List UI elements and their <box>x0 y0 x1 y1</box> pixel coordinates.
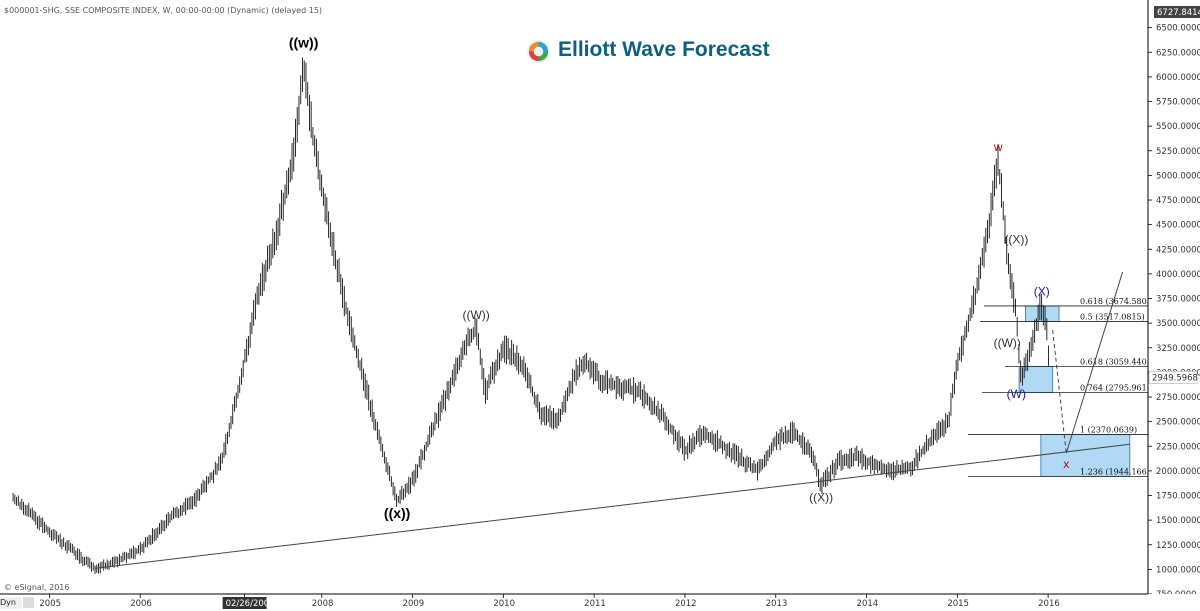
fib-label-2: 0.618 (3059.4405) <box>1080 358 1155 367</box>
y-tick-label-18: 2000.0000 <box>1156 467 1200 477</box>
y-tick-label-15: 2750.0000 <box>1156 393 1200 403</box>
elliott-wave-logo-icon <box>526 39 551 64</box>
x-tick-label-6: 2011 <box>584 599 606 609</box>
y-tick-label-16: 2500.0000 <box>1156 418 1200 428</box>
wave-label-3: ((X)) <box>809 490 833 504</box>
copyright-text: © eSignal, 2016 <box>4 583 70 592</box>
target-zone-lower <box>1040 434 1131 477</box>
symbol-header: $000001-SHG, SSE COMPOSITE INDEX, W, 00:… <box>4 6 323 15</box>
y-tick-label-3: 5750.0000 <box>1156 98 1200 108</box>
fib-label-4: 1 (2370.0639) <box>1080 425 1137 434</box>
fib-label-0: 0.618 (3674.5803) <box>1080 297 1155 306</box>
target-zone-mid <box>1018 366 1054 393</box>
x-tick-label-4: 2009 <box>403 599 425 609</box>
last-value-label: 6727.8414 <box>1157 8 1200 18</box>
wave-label-0: ((w)) <box>289 34 319 50</box>
x-tick-label-2: 02/26/2007 <box>226 599 275 609</box>
wave-label-9: x <box>1063 457 1069 471</box>
y-axis: 6500.0000 6250.0000 6000.0000 5750.0000 5500… <box>1147 0 1200 611</box>
wave-label-8: (W) <box>1007 387 1026 401</box>
x-tick-label-11: 2016 <box>1038 599 1060 609</box>
current-price-badge <box>1148 371 1198 384</box>
x-tick-label-10: 2015 <box>947 599 969 609</box>
wave-label-5: ((X)) <box>1004 232 1028 246</box>
wave-labels: ((w)) ((x)) ((W)) ((X)) w ((X)) ((W)) (X) (W) x <box>289 34 1069 521</box>
wave-label-6: ((W)) <box>994 336 1021 350</box>
y-tick-label-22: 1000.0000 <box>1156 565 1200 575</box>
x-axis: 2005 2006 02/26/2007 2008 2009 2010 2011 2012 20… <box>0 593 1200 611</box>
y-tick-label-13: 3250.0000 <box>1156 344 1200 354</box>
wave-label-2: ((W)) <box>462 308 489 322</box>
y-tick-label-9: 4250.0000 <box>1156 245 1200 255</box>
y-tick-label-2: 6000.0000 <box>1156 73 1200 83</box>
x-tick-label-9: 2014 <box>857 599 879 609</box>
fib-levels: 0.618 (3674.5803) 0.5 (3517.0815) 0.618 (3… <box>968 297 1155 477</box>
brand-name: Elliott Wave Forecast <box>558 38 770 61</box>
last-value-badge <box>1154 6 1200 18</box>
y-tick-label-5: 5250.0000 <box>1156 147 1200 157</box>
wave-label-7: (X) <box>1034 285 1050 299</box>
wave-label-4: w <box>993 140 1003 154</box>
support-trendline <box>94 443 1130 569</box>
x-tick-label-5: 2010 <box>493 599 515 609</box>
x-tick-label-0: 2005 <box>39 599 61 609</box>
scale-toggle-button[interactable] <box>23 597 34 608</box>
x-cursor-badge <box>222 597 267 609</box>
y-tick-label-19: 1750.0000 <box>1156 492 1200 502</box>
fib-label-3: 0.764 (2795.9615) <box>1080 383 1155 392</box>
x-tick-label-7: 2012 <box>675 599 697 609</box>
dyn-button[interactable]: Dyn <box>0 597 22 609</box>
y-tick-label-6: 5000.0000 <box>1156 171 1200 181</box>
price-bars <box>12 57 1050 574</box>
projection-up-line <box>1065 271 1124 454</box>
target-zone-upper <box>1025 305 1060 322</box>
x-tick-label-8: 2013 <box>766 599 788 609</box>
x-axis-panel <box>0 594 1200 611</box>
y-tick-label-4: 5500.0000 <box>1156 122 1200 132</box>
y-tick-label-11: 3750.0000 <box>1156 295 1200 305</box>
y-tick-label-20: 1500.0000 <box>1156 516 1200 526</box>
y-tick-label-7: 4750.0000 <box>1156 196 1200 206</box>
y-tick-label-21: 1250.0000 <box>1156 541 1200 551</box>
y-tick-label-17: 2250.0000 <box>1156 442 1200 452</box>
y-tick-label-10: 4000.0000 <box>1156 270 1200 280</box>
y-tick-label-8: 4500.0000 <box>1156 221 1200 231</box>
fib-label-5: 1.236 (1944.1663) <box>1080 467 1155 476</box>
wave-label-1: ((x)) <box>384 505 410 521</box>
fib-label-1: 0.5 (3517.0815) <box>1080 312 1145 321</box>
y-tick-label-0: 6500.0000 <box>1156 24 1200 34</box>
current-price-label: 2949.5968 <box>1152 373 1198 383</box>
x-tick-label-3: 2008 <box>312 599 334 609</box>
x-tick-label-1: 2006 <box>130 599 152 609</box>
y-axis-panel <box>1148 0 1200 611</box>
y-tick-label-12: 3500.0000 <box>1156 319 1200 329</box>
y-tick-label-1: 6250.0000 <box>1156 48 1200 58</box>
projection-lines <box>94 271 1130 569</box>
